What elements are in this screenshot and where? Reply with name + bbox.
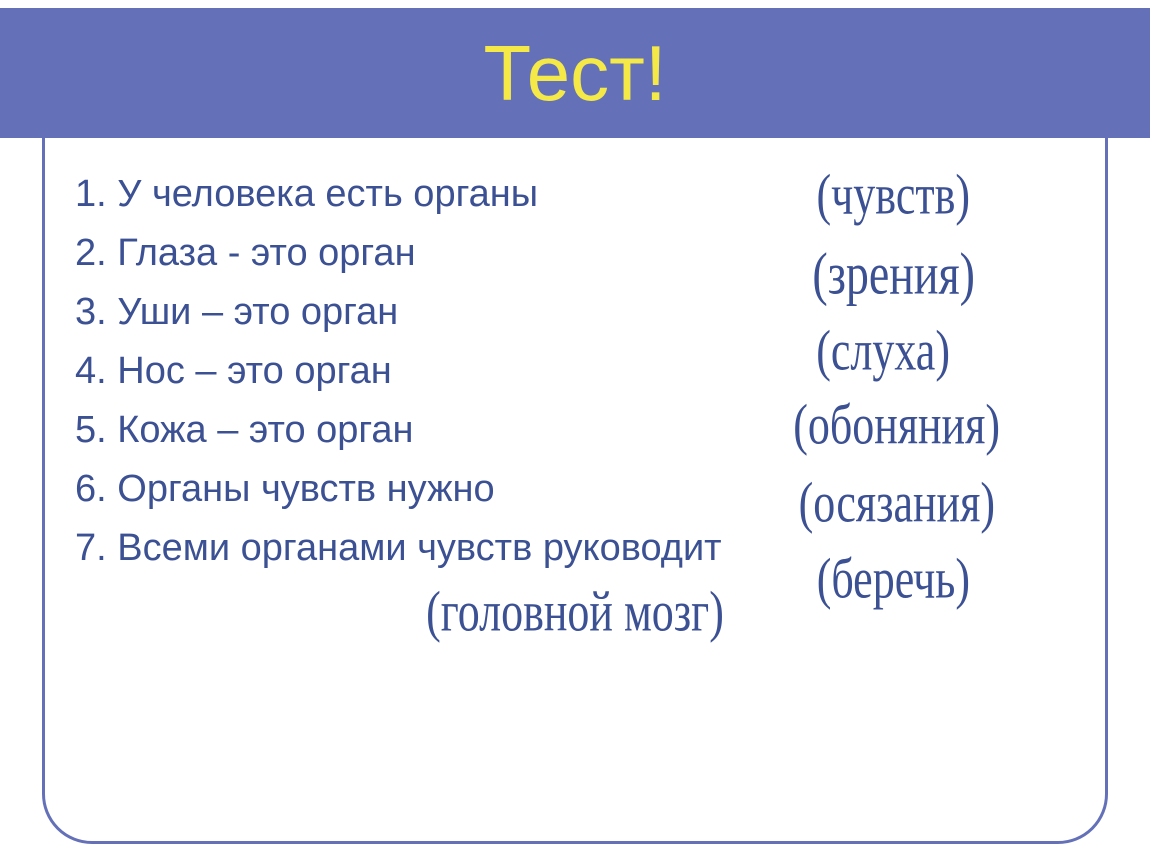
question-row-2: 2. Глаза - это орган (зрения): [75, 232, 1075, 275]
question-text: 4. Нос – это орган: [75, 350, 392, 393]
answer-text: (осязания): [799, 469, 995, 535]
question-row-1: 1. У человека есть органы (чувств): [75, 173, 1075, 216]
answer-text: (слуха): [816, 317, 950, 383]
page-title: Тест!: [483, 28, 666, 119]
content-area: 1. У человека есть органы (чувств) 2. Гл…: [75, 165, 1075, 834]
question-text: 3. Уши – это орган: [75, 291, 398, 334]
answer-text: (зрения): [812, 239, 975, 308]
answer-text: (беречь): [817, 545, 970, 611]
answer-text: (чувств): [817, 161, 970, 227]
answer-text: (обоняния): [793, 391, 1000, 457]
question-text: 7. Всеми органами чувств руководит: [75, 527, 722, 570]
question-text: 1. У человека есть органы: [75, 173, 538, 216]
answer-text: (головной мозг): [426, 578, 724, 644]
question-text: 2. Глаза - это орган: [75, 232, 416, 275]
question-text: 6. Органы чувств нужно: [75, 468, 495, 511]
header-band: Тест!: [0, 8, 1150, 138]
question-text: 5. Кожа – это орган: [75, 409, 414, 452]
